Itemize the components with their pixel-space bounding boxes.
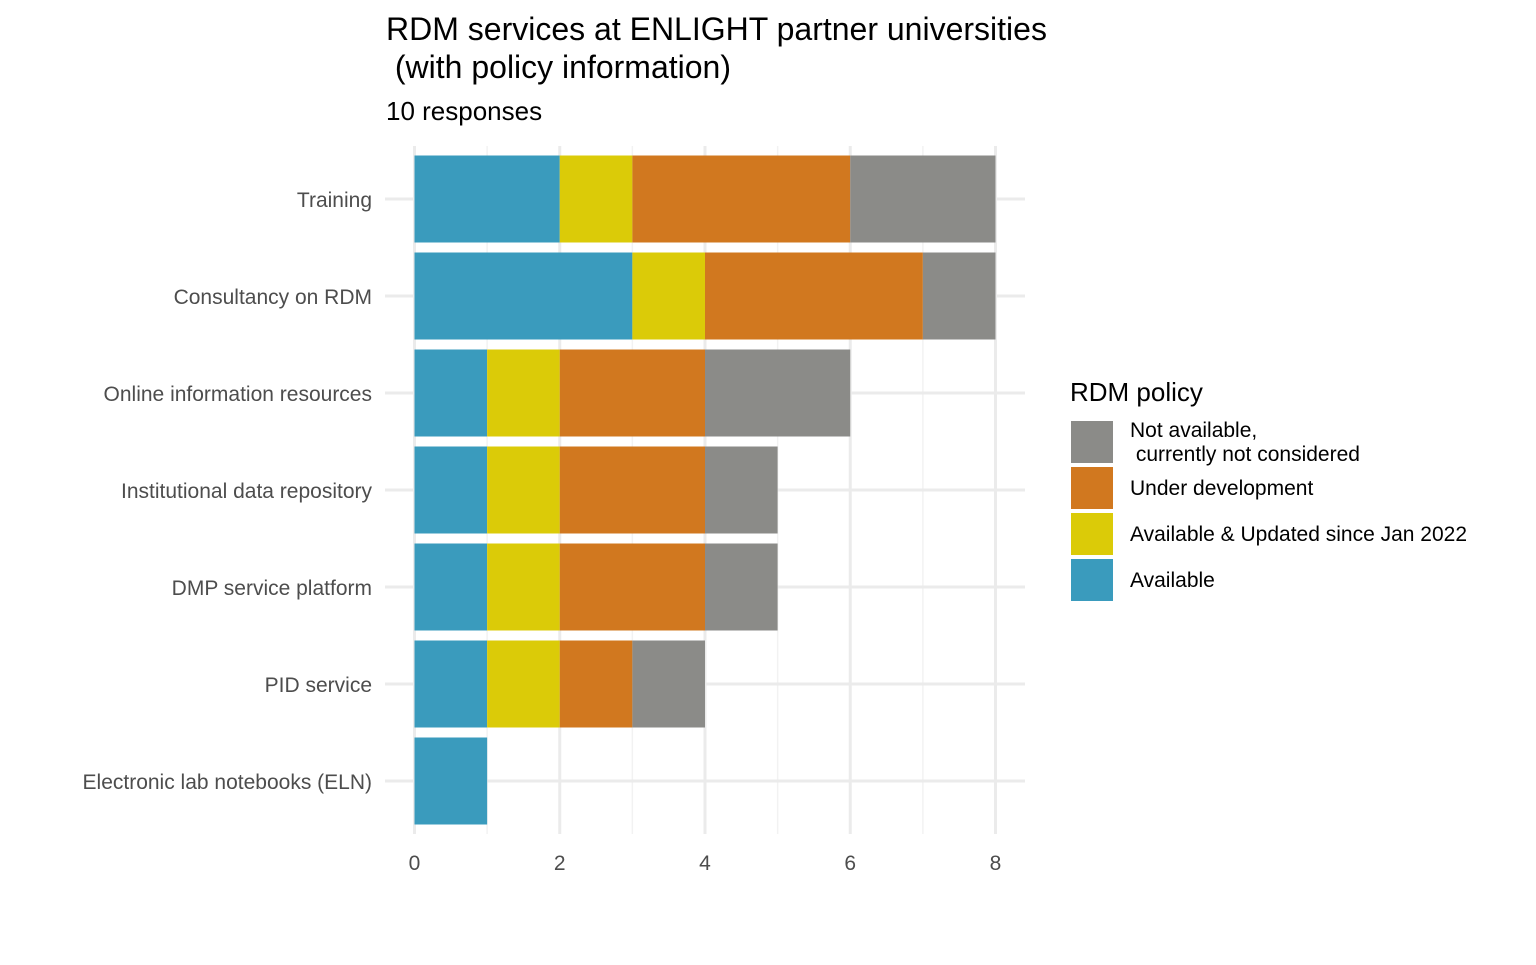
bar-dmp-service-platform-under-development — [559, 543, 705, 631]
legend: RDM policy Not available, currently not … — [1070, 377, 1467, 601]
chart-subtitle: 10 responses — [386, 96, 542, 126]
x-tick-label: 2 — [554, 852, 566, 875]
legend-key — [1071, 559, 1113, 601]
x-tick-label: 8 — [990, 852, 1002, 875]
y-tick-label: Training — [297, 189, 372, 212]
bar-institutional-data-repository-under-development — [559, 446, 705, 534]
chart-title-line-2: (with policy information) — [386, 49, 731, 85]
x-axis-labels: 0 2 4 6 8 — [409, 852, 1002, 875]
bar-dmp-service-platform-available-updated-since-jan-2022 — [487, 543, 560, 631]
legend-title: RDM policy — [1070, 377, 1203, 407]
bar-consultancy-on-rdm-available-updated-since-jan-2022 — [632, 252, 705, 340]
legend-label: Under development — [1130, 477, 1313, 500]
y-tick-label: Online information resources — [104, 383, 372, 406]
legend-label: currently not considered — [1130, 443, 1360, 466]
bar-online-information-resources-available-updated-since-jan-2022 — [487, 349, 560, 437]
legend-label: Available & Updated since Jan 2022 — [1130, 523, 1467, 546]
legend-items: Not available, currently not considered U… — [1071, 419, 1467, 601]
bar-consultancy-on-rdm-not-available-currently-not-considered — [922, 252, 996, 340]
bar-dmp-service-platform-not-available-currently-not-considered — [705, 543, 778, 631]
bar-online-information-resources-under-development — [559, 349, 705, 437]
chart-title-line-1: RDM services at ENLIGHT partner universi… — [386, 11, 1047, 47]
bar-institutional-data-repository-available-updated-since-jan-2022 — [487, 446, 560, 534]
legend-label: Not available, — [1130, 419, 1257, 442]
legend-key — [1071, 513, 1113, 555]
bar-pid-service-not-available-currently-not-considered — [632, 640, 705, 728]
bar-training-available-updated-since-jan-2022 — [559, 155, 633, 243]
bar-dmp-service-platform-available — [414, 543, 488, 631]
y-axis-labels: Training Consultancy on RDM Online informa… — [83, 189, 373, 794]
y-tick-label: DMP service platform — [172, 577, 372, 600]
bar-online-information-resources-not-available-currently-not-considered — [705, 349, 851, 437]
x-tick-label: 6 — [844, 852, 856, 875]
bar-training-available — [414, 155, 560, 243]
legend-key — [1071, 467, 1113, 509]
bar-consultancy-on-rdm-under-development — [705, 252, 923, 340]
y-tick-label: PID service — [265, 674, 372, 697]
chart-title: RDM services at ENLIGHT partner universi… — [386, 11, 1047, 85]
y-tick-label: Electronic lab notebooks (ELN) — [83, 771, 372, 794]
bar-institutional-data-repository-not-available-currently-not-considered — [705, 446, 778, 534]
bar-training-under-development — [632, 155, 851, 243]
x-tick-label: 0 — [409, 852, 421, 875]
bar-pid-service-under-development — [559, 640, 633, 728]
bar-pid-service-available-updated-since-jan-2022 — [487, 640, 560, 728]
y-tick-label: Consultancy on RDM — [174, 286, 372, 309]
legend-key — [1071, 421, 1113, 463]
x-tick-label: 4 — [699, 852, 711, 875]
legend-label: Available — [1130, 569, 1215, 592]
bar-consultancy-on-rdm-available — [414, 252, 633, 340]
y-tick-label: Institutional data repository — [121, 480, 372, 503]
bar-institutional-data-repository-available — [414, 446, 488, 534]
bar-pid-service-available — [414, 640, 488, 728]
bar-electronic-lab-notebooks-eln-available — [414, 737, 488, 825]
bar-training-not-available-currently-not-considered — [850, 155, 996, 243]
bars — [414, 155, 996, 825]
bar-online-information-resources-available — [414, 349, 488, 437]
